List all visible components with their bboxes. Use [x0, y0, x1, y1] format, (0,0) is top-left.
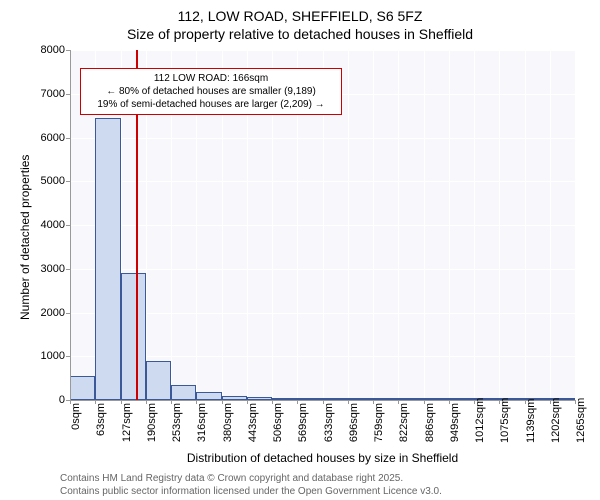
annotation-box: 112 LOW ROAD: 166sqm← 80% of detached ho… [80, 68, 342, 115]
chart-container: 112, LOW ROAD, SHEFFIELD, S6 5FZ Size of… [0, 0, 600, 500]
y-tick-mark [66, 356, 70, 357]
y-tick-mark [66, 313, 70, 314]
x-tick-mark [222, 400, 223, 404]
x-tick-label: 822sqm [398, 403, 410, 443]
x-tick-mark [171, 400, 172, 404]
y-tick-label: 7000 [41, 88, 65, 100]
x-tick-mark [196, 400, 197, 404]
y-axis-label: Number of detached properties [18, 155, 32, 320]
y-tick-label: 2000 [41, 307, 65, 319]
x-tick-label: 569sqm [297, 403, 309, 443]
x-tick-mark [525, 400, 526, 404]
x-tick-label: 949sqm [449, 403, 461, 443]
attribution-line1: Contains HM Land Registry data © Crown c… [60, 472, 442, 485]
x-tick-label: 696sqm [348, 403, 360, 443]
x-tick-label: 1202sqm [550, 403, 562, 443]
histogram-bar [70, 376, 95, 400]
annotation-line2: ← 80% of detached houses are smaller (9,… [87, 85, 335, 98]
annotation-line3: 19% of semi-detached houses are larger (… [87, 98, 335, 111]
x-tick-mark [373, 400, 374, 404]
y-tick-mark [66, 181, 70, 182]
y-tick-mark [66, 50, 70, 51]
grid-line-v [398, 50, 399, 400]
chart-title-line2: Size of property relative to detached ho… [0, 26, 600, 42]
x-tick-label: 63sqm [95, 403, 107, 443]
x-tick-mark [70, 400, 71, 404]
x-tick-label: 190sqm [146, 403, 158, 443]
x-axis-label: Distribution of detached houses by size … [70, 451, 575, 465]
attribution-text: Contains HM Land Registry data © Crown c… [60, 472, 442, 498]
histogram-bar [171, 385, 196, 400]
y-tick-label: 3000 [41, 263, 65, 275]
x-tick-mark [398, 400, 399, 404]
chart-title-line1: 112, LOW ROAD, SHEFFIELD, S6 5FZ [0, 8, 600, 24]
grid-line-v [550, 50, 551, 400]
y-tick-mark [66, 138, 70, 139]
x-tick-mark [550, 400, 551, 404]
grid-line-v [449, 50, 450, 400]
x-tick-label: 443sqm [247, 403, 259, 443]
grid-line-v [348, 50, 349, 400]
y-tick-label: 8000 [41, 44, 65, 56]
y-tick-label: 1000 [41, 350, 65, 362]
x-tick-label: 380sqm [222, 403, 234, 443]
x-tick-mark [95, 400, 96, 404]
grid-line-v [424, 50, 425, 400]
x-tick-label: 506sqm [272, 403, 284, 443]
x-tick-label: 633sqm [323, 403, 335, 443]
x-tick-label: 127sqm [121, 403, 133, 443]
y-axis-line [70, 50, 71, 400]
x-tick-mark [146, 400, 147, 404]
histogram-bar [146, 361, 171, 400]
grid-line-v [525, 50, 526, 400]
x-tick-label: 1139sqm [525, 403, 537, 443]
x-tick-mark [272, 400, 273, 404]
histogram-bar [121, 273, 146, 400]
y-tick-mark [66, 94, 70, 95]
x-tick-label: 253sqm [171, 403, 183, 443]
x-tick-label: 1075sqm [499, 403, 511, 443]
x-tick-mark [449, 400, 450, 404]
attribution-line2: Contains public sector information licen… [60, 485, 442, 498]
x-tick-label: 1012sqm [474, 403, 486, 443]
x-tick-mark [121, 400, 122, 404]
x-tick-mark [499, 400, 500, 404]
x-tick-label: 316sqm [196, 403, 208, 443]
x-tick-label: 759sqm [373, 403, 385, 443]
x-tick-label: 886sqm [424, 403, 436, 443]
annotation-line1: 112 LOW ROAD: 166sqm [87, 72, 335, 85]
grid-line-v [474, 50, 475, 400]
x-tick-mark [474, 400, 475, 404]
grid-line-v [499, 50, 500, 400]
plot-area: 112 LOW ROAD: 166sqm← 80% of detached ho… [70, 50, 575, 400]
y-tick-mark [66, 225, 70, 226]
x-tick-label: 0sqm [70, 403, 82, 443]
y-tick-label: 6000 [41, 132, 65, 144]
grid-line-v [575, 50, 576, 400]
histogram-bar [196, 392, 222, 400]
x-tick-label: 1265sqm [575, 403, 587, 443]
y-tick-label: 0 [59, 394, 65, 406]
y-tick-label: 5000 [41, 175, 65, 187]
x-tick-mark [575, 400, 576, 404]
y-tick-label: 4000 [41, 219, 65, 231]
x-tick-mark [297, 400, 298, 404]
x-tick-mark [424, 400, 425, 404]
grid-line-v [373, 50, 374, 400]
x-tick-mark [348, 400, 349, 404]
histogram-bar [95, 118, 121, 400]
x-tick-mark [323, 400, 324, 404]
x-tick-mark [247, 400, 248, 404]
y-tick-mark [66, 269, 70, 270]
